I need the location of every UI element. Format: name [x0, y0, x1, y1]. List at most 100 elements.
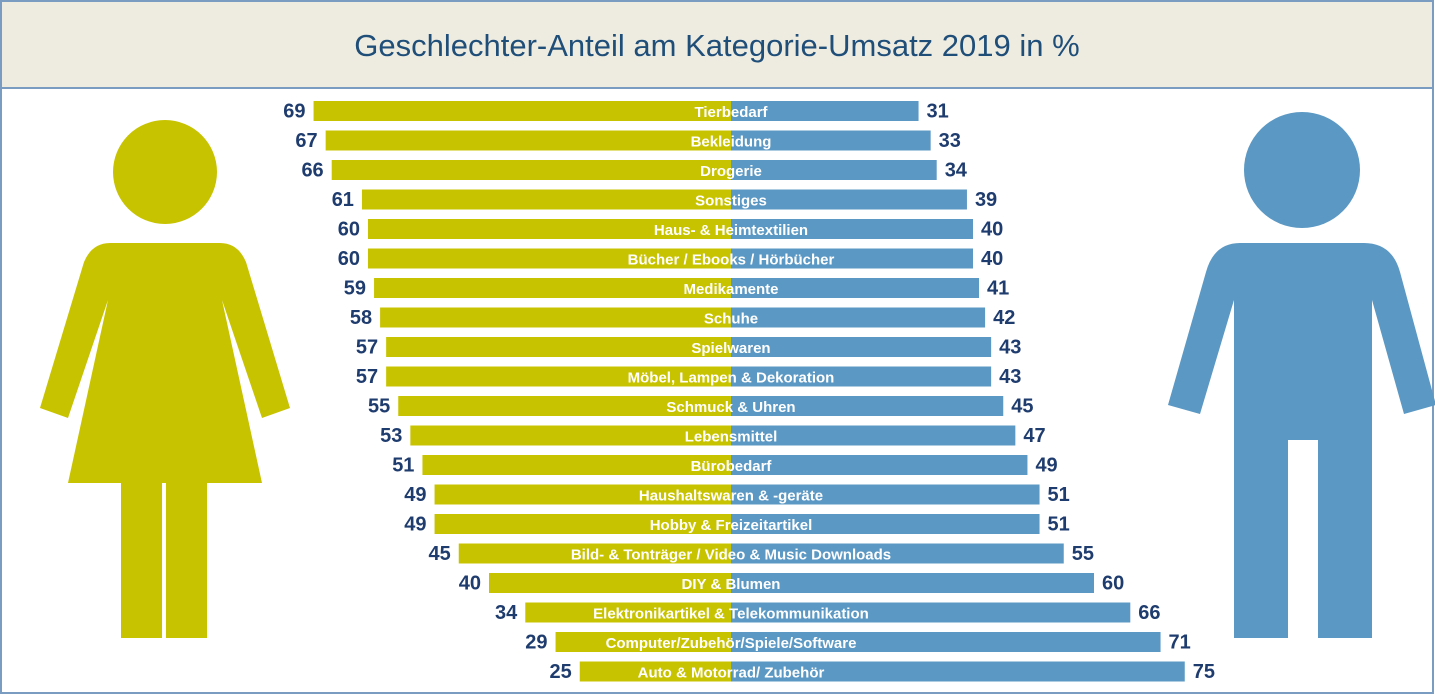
value-label: 45 [429, 543, 451, 565]
category-label: Schuhe [704, 310, 758, 327]
category-label: Hobby & Freizeitartikel [650, 517, 813, 534]
value-label: 71 [1169, 631, 1191, 653]
value-label: 55 [1072, 543, 1094, 565]
category-label: Haushaltswaren & -geräte [639, 487, 823, 504]
value-label: 61 [332, 189, 354, 211]
value-label: 57 [356, 336, 378, 358]
bar [731, 602, 1131, 623]
bar [731, 307, 986, 328]
bar [731, 248, 973, 269]
value-label: 41 [987, 277, 1009, 299]
bar [434, 484, 731, 505]
value-label: 25 [550, 661, 572, 683]
category-label: Medikamente [683, 281, 778, 298]
bar [368, 248, 731, 269]
value-label: 34 [495, 602, 518, 624]
bar [386, 337, 731, 357]
bar [731, 573, 1094, 593]
bar [731, 632, 1161, 652]
bar [525, 602, 731, 623]
bar [731, 278, 980, 298]
woman-icon [40, 120, 290, 638]
value-label: 40 [459, 572, 481, 594]
value-label: 67 [295, 130, 317, 152]
category-label: Möbel, Lampen & Dekoration [628, 369, 835, 386]
bar [579, 661, 731, 682]
bar [731, 366, 992, 387]
value-label: 60 [1102, 572, 1124, 594]
bar [331, 160, 731, 180]
category-label: Bekleidung [691, 133, 772, 150]
value-label: 51 [392, 454, 414, 476]
category-label: Schmuck & Uhren [666, 399, 795, 416]
value-label: 53 [380, 425, 402, 447]
value-label: 40 [981, 248, 1003, 270]
bar [410, 425, 731, 446]
value-label: 59 [344, 277, 366, 299]
category-label: Bild- & Tonträger / Video & Music Downlo… [571, 546, 891, 563]
bar [434, 514, 731, 534]
bar [731, 661, 1185, 682]
man-icon [1168, 112, 1435, 638]
category-label: Computer/Zubehör/Spiele/Software [606, 635, 857, 652]
bar [731, 396, 1004, 416]
bar [361, 189, 731, 210]
value-label: 60 [338, 248, 360, 270]
value-label: 42 [993, 307, 1015, 329]
value-label: 47 [1023, 425, 1045, 447]
category-label: Auto & Motorrad/ Zubehör [638, 664, 825, 681]
bar [380, 307, 731, 328]
chart-title: Geschlechter-Anteil am Kategorie-Umsatz … [354, 28, 1079, 63]
category-label: Tierbedarf [694, 104, 768, 121]
value-label: 33 [939, 130, 961, 152]
bar [731, 189, 967, 210]
value-label: 45 [1011, 395, 1033, 417]
value-label: 69 [283, 100, 305, 122]
category-label: Bücher / Ebooks / Hörbücher [628, 251, 835, 268]
value-label: 40 [981, 218, 1003, 240]
category-label: Bürobedarf [691, 458, 773, 475]
bar [731, 219, 973, 239]
bar [731, 455, 1028, 475]
bar [325, 130, 731, 151]
value-label: 34 [945, 159, 968, 181]
bar [374, 278, 731, 298]
category-label: Elektronikartikel & Telekommunikation [593, 605, 869, 622]
bar [731, 425, 1016, 446]
value-label: 49 [404, 513, 426, 535]
category-label: Lebensmittel [685, 428, 778, 445]
value-label: 49 [404, 484, 426, 506]
value-label: 57 [356, 366, 378, 388]
value-label: 39 [975, 189, 997, 211]
value-label: 31 [927, 100, 949, 122]
value-label: 66 [301, 159, 323, 181]
bar [368, 219, 731, 239]
bar [555, 632, 731, 652]
bar [386, 366, 731, 387]
value-label: 51 [1048, 484, 1070, 506]
bar [731, 130, 931, 151]
value-label: 58 [350, 307, 372, 329]
bar [398, 396, 731, 416]
category-label: DIY & Blumen [682, 576, 781, 593]
category-label: Spielwaren [691, 340, 770, 357]
bar [422, 455, 731, 475]
header [0, 0, 1434, 89]
bar [731, 484, 1040, 505]
value-label: 66 [1138, 602, 1160, 624]
value-label: 55 [368, 395, 390, 417]
value-label: 49 [1035, 454, 1057, 476]
category-label: Haus- & Heimtextilien [654, 222, 808, 239]
value-label: 60 [338, 218, 360, 240]
bar [731, 160, 937, 180]
value-label: 29 [525, 631, 547, 653]
bar [731, 337, 992, 357]
bar [731, 101, 919, 121]
value-label: 43 [999, 366, 1021, 388]
category-label: Sonstiges [695, 192, 767, 209]
bar [313, 101, 731, 121]
value-label: 43 [999, 336, 1021, 358]
bar [731, 543, 1064, 564]
bar [731, 514, 1040, 534]
